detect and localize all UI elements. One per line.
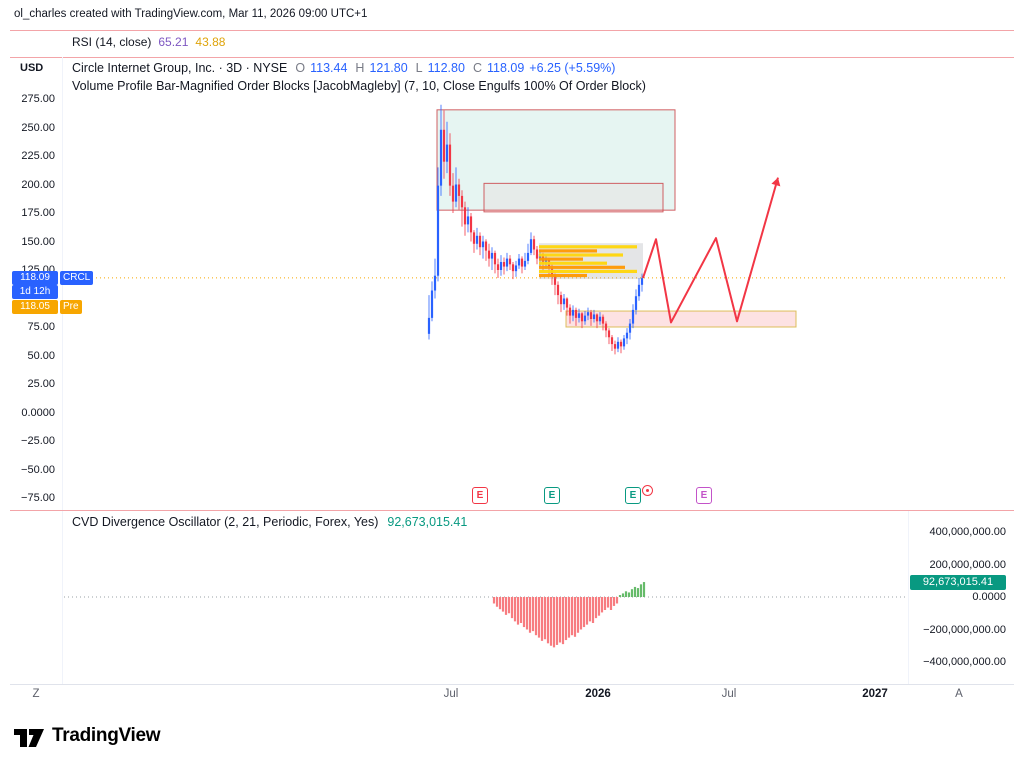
price-axis-label: 225.00 — [21, 150, 55, 162]
time-axis-label: Jul — [721, 688, 737, 700]
cvd-pane-legend: CVD Divergence Oscillator (2, 21, Period… — [72, 515, 467, 529]
oscillator-axis-label: 400,000,000.00 — [929, 526, 1006, 538]
oscillator-axis-label: −400,000,000.00 — [923, 656, 1006, 668]
symbol-title[interactable]: Circle Internet Group, Inc. · 3D · NYSE — [72, 61, 288, 75]
time-axis-label: 2027 — [862, 688, 888, 700]
low-value: 112.80 — [427, 61, 465, 75]
rsi-indicator-label[interactable]: RSI (14, close) — [72, 35, 152, 49]
cvd-value: 92,673,015.41 — [387, 515, 468, 529]
time-axis-separator — [10, 684, 1014, 685]
rsi-value: 65.21 — [158, 35, 189, 49]
time-axis-label: Z — [32, 688, 40, 700]
time-axis-label: 2026 — [585, 688, 611, 700]
currency-label: USD — [20, 62, 44, 74]
time-axis-label: Jul — [443, 688, 459, 700]
rsi-ma-value: 43.88 — [195, 35, 226, 49]
cvd-value-badge: 92,673,015.41 — [910, 575, 1006, 590]
price-axis-label: 150.00 — [21, 235, 55, 248]
price-axis-label: 200.00 — [21, 178, 55, 191]
bar-countdown-badge: 1d 12h — [12, 285, 58, 299]
price-axis-label: 75.00 — [27, 321, 55, 333]
pane-separator-rsi[interactable] — [10, 57, 1014, 58]
pane-separator-top[interactable] — [10, 30, 1014, 31]
price-axis-label: 0.0000 — [21, 406, 55, 419]
time-axis-label: A — [955, 688, 963, 700]
symbol-tag-badge: CRCL — [60, 271, 94, 285]
pane-separator-cvd[interactable] — [10, 510, 1014, 511]
attribution-text: ol_charles created with TradingView.com,… — [14, 8, 368, 20]
rsi-pane-legend: RSI (14, close) 65.21 43.88 — [72, 35, 225, 49]
premarket-tag-badge: Pre — [60, 300, 82, 314]
change-value: +6.25 (+5.59%) — [529, 61, 616, 75]
low-label: L — [415, 61, 423, 75]
price-axis-label: −25.00 — [21, 435, 55, 447]
open-value: 113.44 — [310, 61, 348, 75]
oscillator-axis-label: 0.0000 — [972, 591, 1006, 603]
earnings-event-flag[interactable]: E — [696, 487, 712, 504]
earnings-event-flag[interactable]: E — [544, 487, 560, 504]
event-dot-icon[interactable] — [642, 485, 653, 496]
price-axis-label: −50.00 — [21, 463, 55, 476]
symbol-legend: Circle Internet Group, Inc. · 3D · NYSE … — [72, 61, 615, 75]
high-value: 121.80 — [369, 61, 408, 75]
premarket-price-badge: 118.05 — [12, 300, 58, 314]
indicator-legend[interactable]: Volume Profile Bar-Magnified Order Block… — [72, 79, 646, 93]
price-axis-label: −75.00 — [21, 492, 55, 504]
oscillator-axis[interactable]: 400,000,000.00 200,000,000.00 0.0000 −200,0… — [912, 0, 1006, 764]
price-axis-border — [62, 57, 63, 684]
tradingview-logo-mark — [14, 729, 44, 747]
osc-axis-border — [908, 510, 909, 684]
tradingview-logo-text: TradingView — [52, 725, 161, 746]
price-axis-label: 250.00 — [21, 121, 55, 134]
earnings-event-flag[interactable]: E — [625, 487, 641, 504]
earnings-event-flag[interactable]: E — [472, 487, 488, 504]
open-label: O — [295, 61, 306, 75]
oscillator-axis-label: −200,000,000.00 — [923, 623, 1006, 636]
price-axis-label: 175.00 — [21, 207, 55, 219]
price-axis-label: 25.00 — [27, 378, 55, 390]
cvd-indicator-label[interactable]: CVD Divergence Oscillator (2, 21, Period… — [72, 515, 379, 529]
last-price-badge: 118.09 — [12, 271, 58, 285]
oscillator-axis-label: 200,000,000.00 — [929, 558, 1006, 571]
close-value: 118.09 — [486, 61, 525, 75]
high-label: H — [355, 61, 365, 75]
price-axis-label: 275.00 — [21, 93, 55, 105]
close-label: C — [472, 61, 482, 75]
tradingview-logo[interactable]: TradingView — [14, 722, 161, 750]
price-axis-label: 50.00 — [27, 349, 55, 362]
